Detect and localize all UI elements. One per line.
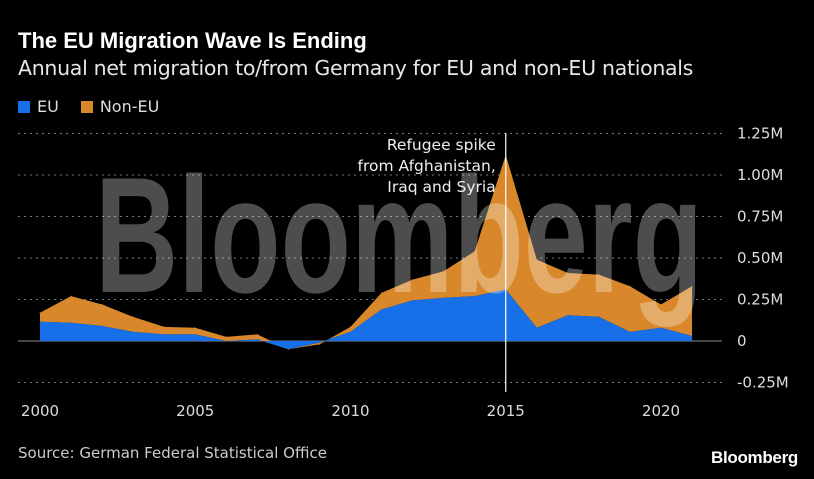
data-point-non-eu <box>194 327 196 329</box>
annotation-text: Refugee spike <box>387 136 496 154</box>
data-point-non-eu <box>567 272 569 274</box>
x-tick-label: 2005 <box>176 402 214 420</box>
data-point-eu <box>691 335 693 337</box>
legend-item-non-eu: Non-EU <box>80 97 160 116</box>
data-point-non-eu <box>412 279 414 281</box>
data-point-non-eu <box>536 259 538 261</box>
data-point-eu <box>350 331 351 333</box>
data-point-non-eu <box>256 333 258 335</box>
data-point-non-eu <box>660 303 662 305</box>
data-point-non-eu <box>39 312 41 314</box>
data-point-eu <box>443 297 445 299</box>
data-point-non-eu <box>163 326 165 328</box>
y-tick-label: 0.25M <box>737 291 783 309</box>
legend: EU Non-EU <box>18 97 159 116</box>
y-tick-label: -0.25M <box>737 374 789 392</box>
series-area-eu <box>40 289 693 350</box>
data-point-eu <box>194 333 196 335</box>
watermark: Bloomberg <box>95 143 703 327</box>
annotation-text: from Afghanistan, <box>358 157 496 175</box>
data-point-eu <box>567 314 569 316</box>
data-point-eu <box>39 321 41 323</box>
data-point-non-eu <box>598 274 600 276</box>
data-point-non-eu <box>629 285 631 287</box>
data-point-non-eu <box>474 250 476 252</box>
data-point-non-eu <box>132 316 134 318</box>
bloomberg-logo: Bloomberg <box>710 448 798 467</box>
chart-title: The EU Migration Wave Is Ending <box>18 28 367 53</box>
data-point-eu <box>474 295 476 297</box>
y-tick-label: 0 <box>737 332 747 350</box>
data-point-eu <box>225 340 227 342</box>
x-tick-label: 2000 <box>21 402 59 420</box>
x-tick-label: 2020 <box>642 402 680 420</box>
data-point-eu <box>536 327 538 329</box>
data-point-eu <box>318 342 320 344</box>
data-point-eu <box>256 338 258 340</box>
chart-subtitle: Annual net migration to/from Germany for… <box>18 56 694 80</box>
y-tick-label: 0.50M <box>737 249 783 267</box>
y-tick-label: 0.75M <box>737 208 783 226</box>
data-point-non-eu <box>381 292 383 294</box>
legend-label-non-eu: Non-EU <box>99 97 160 116</box>
legend-swatch-eu <box>18 100 30 113</box>
data-point-eu <box>660 327 662 329</box>
y-tick-label: 1.25M <box>737 125 783 143</box>
data-point-eu <box>598 316 600 318</box>
data-point-eu <box>381 308 383 310</box>
data-point-eu <box>70 322 72 324</box>
data-point-non-eu <box>350 326 351 328</box>
data-point-eu <box>412 299 414 301</box>
y-tick-label: 1.00M <box>737 166 783 184</box>
data-point-eu <box>101 325 103 327</box>
data-point-eu <box>132 331 134 333</box>
source-note: Source: German Federal Statistical Offic… <box>18 444 327 462</box>
x-tick-label: 2010 <box>331 402 369 420</box>
legend-item-eu: EU <box>18 97 59 116</box>
data-point-eu <box>163 333 165 335</box>
x-tick-label: 2015 <box>487 402 525 420</box>
data-point-non-eu <box>691 285 693 287</box>
data-point-non-eu <box>70 295 72 297</box>
annotation-text: Iraq and Syria <box>387 178 496 196</box>
data-point-non-eu <box>287 348 289 350</box>
data-point-non-eu <box>225 336 227 338</box>
legend-swatch-non-eu <box>80 100 93 113</box>
series-area-non-eu <box>40 155 693 350</box>
data-point-eu <box>629 331 631 333</box>
data-point-non-eu <box>318 343 320 345</box>
data-point-non-eu <box>101 303 103 305</box>
legend-label-eu: EU <box>37 97 59 116</box>
data-point-non-eu <box>443 270 445 272</box>
